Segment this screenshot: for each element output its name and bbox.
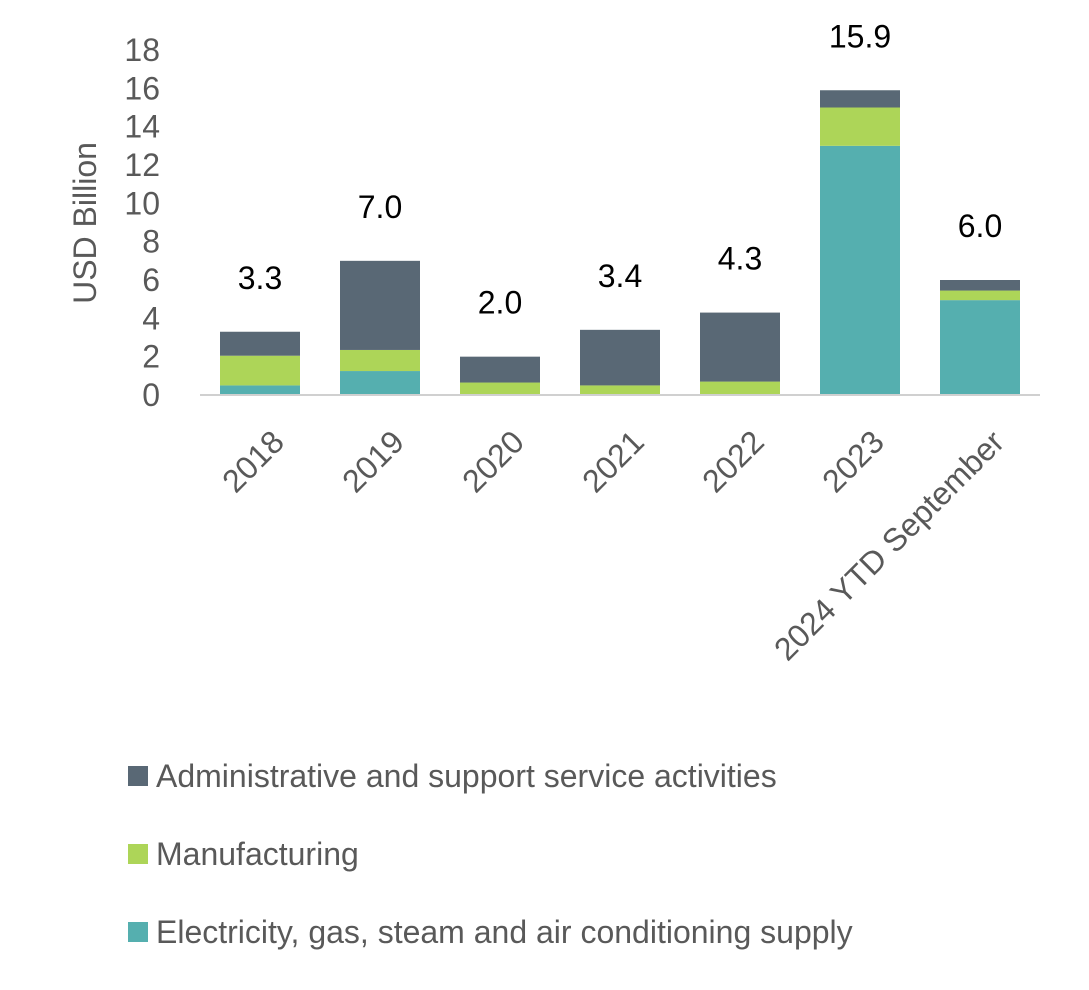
bar-segment-2022-series-2 (700, 312, 780, 382)
bar-segment-2024-ytd-september-series-0 (940, 300, 1020, 395)
x-tick-label-2023: 2023 (815, 423, 891, 499)
legend-item: Administrative and support service activ… (128, 752, 853, 800)
bar-segment-2019-series-2 (340, 260, 420, 350)
y-tick-label-12: 12 (124, 147, 160, 183)
bar-segment-2024-ytd-september-series-2 (940, 280, 1020, 291)
bar-segment-2023-series-0 (820, 145, 900, 395)
total-label-2022: 4.3 (718, 241, 762, 277)
bar-segment-2022-series-1 (700, 381, 780, 395)
total-label-2021: 3.4 (598, 258, 642, 294)
bar-segment-2019-series-0 (340, 371, 420, 395)
x-tick-label-2022: 2022 (695, 423, 771, 499)
y-tick-label-4: 4 (142, 300, 160, 336)
total-label-2019: 7.0 (358, 189, 402, 225)
y-tick-label-10: 10 (124, 185, 160, 221)
bar-segment-2020-series-2 (460, 356, 540, 383)
bar-segment-2023-series-1 (820, 107, 900, 146)
x-tick-label-2021: 2021 (575, 423, 651, 499)
legend-swatch (128, 766, 148, 786)
legend: Administrative and support service activ… (128, 752, 853, 986)
x-tick-label-2018: 2018 (215, 423, 291, 499)
y-axis-title: USD Billion (67, 142, 103, 304)
legend-label: Administrative and support service activ… (156, 757, 777, 794)
y-axis-title-group: USD Billion (67, 142, 103, 304)
total-labels: 3.3 7.0 2.0 3.4 4.3 15.9 6.0 (238, 18, 1002, 320)
bar-segment-2024-ytd-september-series-1 (940, 290, 1020, 301)
legend-swatch (128, 922, 148, 942)
bars-group (220, 90, 1020, 395)
bar-segment-2021-series-1 (580, 385, 660, 395)
legend-item: Electricity, gas, steam and air conditio… (128, 908, 853, 956)
y-tick-label-2: 2 (142, 339, 160, 375)
x-tick-label-2020: 2020 (455, 423, 531, 499)
bar-segment-2019-series-1 (340, 349, 420, 372)
bar-segment-2020-series-1 (460, 382, 540, 395)
y-tick-label-8: 8 (142, 224, 160, 260)
y-tick-label-6: 6 (142, 262, 160, 298)
y-tick-label-0: 0 (142, 377, 160, 413)
legend-swatch (128, 844, 148, 864)
bar-segment-2021-series-2 (580, 329, 660, 386)
y-tick-label-18: 18 (124, 32, 160, 68)
bar-segment-2018-series-0 (220, 385, 300, 395)
bar-segment-2018-series-2 (220, 331, 300, 356)
y-tick-label-16: 16 (124, 70, 160, 106)
total-label-2018: 3.3 (238, 260, 282, 296)
y-tick-label-14: 14 (124, 109, 160, 145)
legend-label: Electricity, gas, steam and air conditio… (156, 913, 853, 950)
bar-segment-2023-series-2 (820, 90, 900, 108)
legend-item: Manufacturing (128, 830, 853, 878)
total-label-2024-ytd-september: 6.0 (958, 208, 1002, 244)
bar-segment-2018-series-1 (220, 355, 300, 386)
x-tick-label-2024-ytd-september: 2024 YTD September (767, 423, 1011, 667)
legend-label: Manufacturing (156, 835, 359, 872)
total-label-2020: 2.0 (478, 285, 522, 321)
total-label-2023: 15.9 (829, 18, 891, 54)
x-tick-label-2019: 2019 (335, 423, 411, 499)
